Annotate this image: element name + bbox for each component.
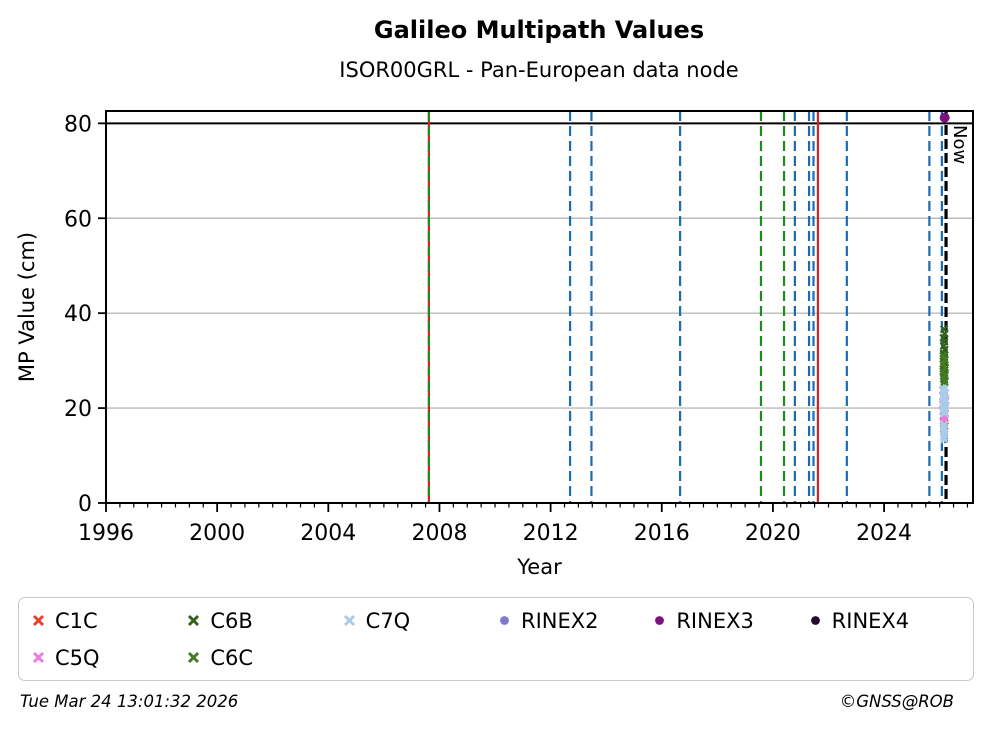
rinex2-circle-marker-icon bbox=[500, 616, 509, 625]
plot-border bbox=[105, 110, 974, 504]
legend-column: RINEX4 bbox=[808, 606, 963, 673]
c1c-x-marker-icon bbox=[32, 614, 45, 627]
legend-column: C7Q bbox=[342, 606, 497, 673]
x-tick-label-2024: 2024 bbox=[856, 521, 912, 546]
x-tick-label-2016: 2016 bbox=[634, 521, 690, 546]
data-point-c7q bbox=[940, 409, 949, 418]
legend-item-rinex2: RINEX2 bbox=[497, 606, 652, 636]
y-axis-label: MP Value (cm) bbox=[15, 232, 39, 382]
legend-column: RINEX2 bbox=[497, 606, 652, 673]
y-tick-label-80: 80 bbox=[64, 112, 92, 137]
legend-column: C6B C6C bbox=[186, 606, 341, 673]
legend-item-c6b: C6B bbox=[186, 606, 341, 636]
y-tick-label-20: 20 bbox=[64, 397, 92, 422]
rinex3-circle-marker-icon bbox=[655, 616, 665, 625]
legend-item-c6c: C6C bbox=[186, 643, 341, 673]
legend-label: C6C bbox=[210, 645, 254, 670]
legend-item-rinex4: RINEX4 bbox=[808, 606, 963, 636]
y-tick-label-60: 60 bbox=[64, 207, 92, 232]
c6c-x-marker-icon bbox=[188, 651, 200, 664]
x-tick-label-2020: 2020 bbox=[745, 521, 801, 546]
legend-column: C1C C5Q bbox=[31, 606, 186, 673]
chart-legend: C1C C5Q C6B C6C C7Q RINEX2 RINEX3 RINEX4 bbox=[18, 597, 974, 681]
y-tick-label-40: 40 bbox=[64, 302, 92, 327]
c5q-x-marker-icon bbox=[32, 651, 45, 664]
data-points-group bbox=[938, 112, 950, 444]
x-tick-label-2004: 2004 bbox=[300, 521, 356, 546]
data-point-c7q bbox=[939, 432, 948, 442]
chart-plot-area: Now 1996 2000 2004 2008 2012 2016 2020 2024 0 20 40… bbox=[15, 110, 974, 579]
legend-label: RINEX4 bbox=[831, 608, 910, 633]
legend-item-rinex3: RINEX3 bbox=[652, 606, 807, 636]
legend-column: RINEX3 bbox=[652, 606, 807, 673]
legend-label: C6B bbox=[210, 608, 253, 633]
copyright-label: ©GNSS@ROB bbox=[839, 692, 954, 711]
chart-title: Galileo Multipath Values bbox=[373, 16, 705, 44]
x-tick-label-2008: 2008 bbox=[411, 521, 467, 546]
x-axis-label: Year bbox=[516, 555, 562, 579]
plot-timestamp: Tue Mar 24 13:01:32 2026 bbox=[20, 692, 239, 711]
x-tick-label-1996: 1996 bbox=[78, 521, 134, 546]
legend-item-c7q: C7Q bbox=[342, 606, 497, 636]
c7q-x-marker-icon bbox=[343, 614, 355, 627]
x-tick-label-2000: 2000 bbox=[189, 521, 245, 546]
legend-label: C5Q bbox=[55, 645, 100, 670]
legend-item-c1c: C1C bbox=[31, 606, 186, 636]
legend-label: RINEX3 bbox=[676, 608, 754, 633]
data-point-c7q bbox=[939, 435, 949, 444]
rinex4-circle-marker-icon bbox=[810, 616, 820, 625]
data-point-rinex3 bbox=[939, 112, 950, 123]
legend-label: C1C bbox=[55, 608, 98, 633]
now-label: Now bbox=[949, 125, 970, 164]
legend-label: RINEX2 bbox=[520, 608, 599, 633]
y-tick-label-0: 0 bbox=[78, 492, 92, 517]
data-point-c6c bbox=[940, 377, 949, 387]
x-tick-label-2012: 2012 bbox=[523, 521, 579, 546]
legend-label: C7Q bbox=[365, 608, 411, 633]
c6b-x-marker-icon bbox=[188, 614, 200, 627]
chart-subtitle: ISOR00GRL - Pan-European data node bbox=[339, 58, 739, 82]
legend-item-c5q: C5Q bbox=[31, 643, 186, 673]
